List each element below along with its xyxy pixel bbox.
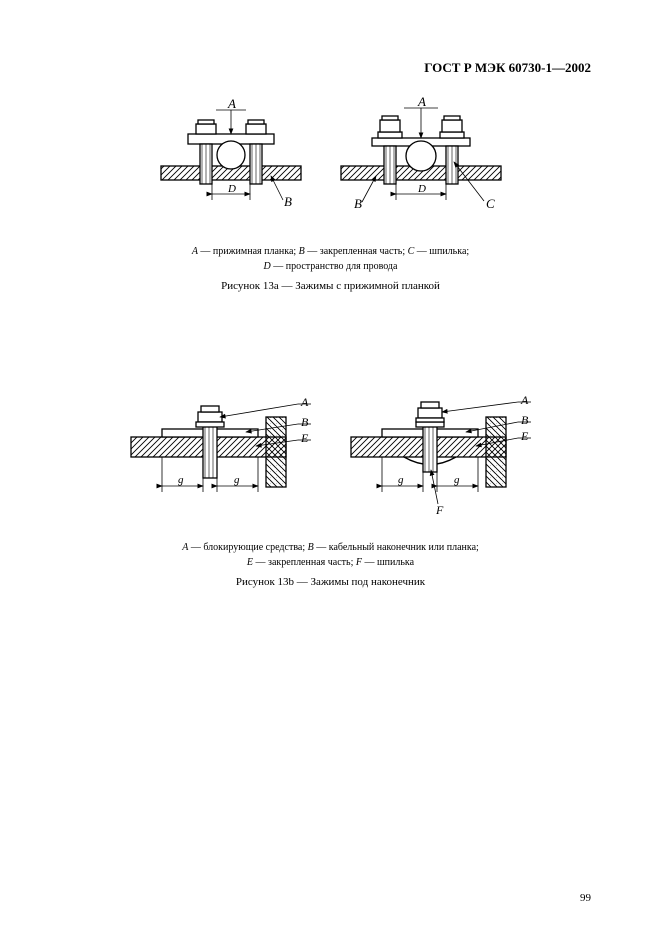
figure-13b-right: g g A B E F xyxy=(346,382,536,522)
label-f: F xyxy=(435,503,444,517)
figure-13a-row: D A B xyxy=(70,96,591,226)
label-b: B xyxy=(284,194,292,209)
dim-g-right: g xyxy=(234,474,240,486)
page-number: 99 xyxy=(580,892,591,904)
label-e-2: E xyxy=(520,429,529,443)
dim-d-label: D xyxy=(227,183,236,195)
figure-13a-right: D A B C xyxy=(336,96,506,226)
dim-g-left: g xyxy=(178,474,184,486)
label-e: E xyxy=(300,431,309,445)
label-a-4: A xyxy=(520,393,529,407)
document-page: ГОСТ Р МЭК 60730-1—2002 xyxy=(0,0,661,936)
doc-standard-header: ГОСТ Р МЭК 60730-1—2002 xyxy=(70,60,591,76)
dim-d-label-2: D xyxy=(417,183,426,195)
label-a: A xyxy=(227,96,236,111)
dim-g-left-2: g xyxy=(398,474,404,486)
label-b-4: B xyxy=(521,413,529,427)
dim-g-right-2: g xyxy=(454,474,460,486)
figure-13a-legend: A — прижимная планка; B — закрепленная ч… xyxy=(70,244,591,274)
figure-13b-row: g g A B E xyxy=(70,382,591,522)
label-b-2: B xyxy=(354,196,362,211)
figure-13a-caption: Рисунок 13а — Зажимы с прижимной планкой xyxy=(70,280,591,292)
label-c: C xyxy=(486,196,495,211)
label-a-2: A xyxy=(417,96,426,109)
figure-13b-legend: A — блокирующие средства; B — кабельный … xyxy=(70,540,591,570)
figure-13b-caption: Рисунок 13b — Зажимы под наконечник xyxy=(70,576,591,588)
label-b-3: B xyxy=(301,415,309,429)
label-a-3: A xyxy=(300,395,309,409)
figure-13a-left: D A B xyxy=(156,96,306,226)
figure-13b-left: g g A B E xyxy=(126,382,316,522)
